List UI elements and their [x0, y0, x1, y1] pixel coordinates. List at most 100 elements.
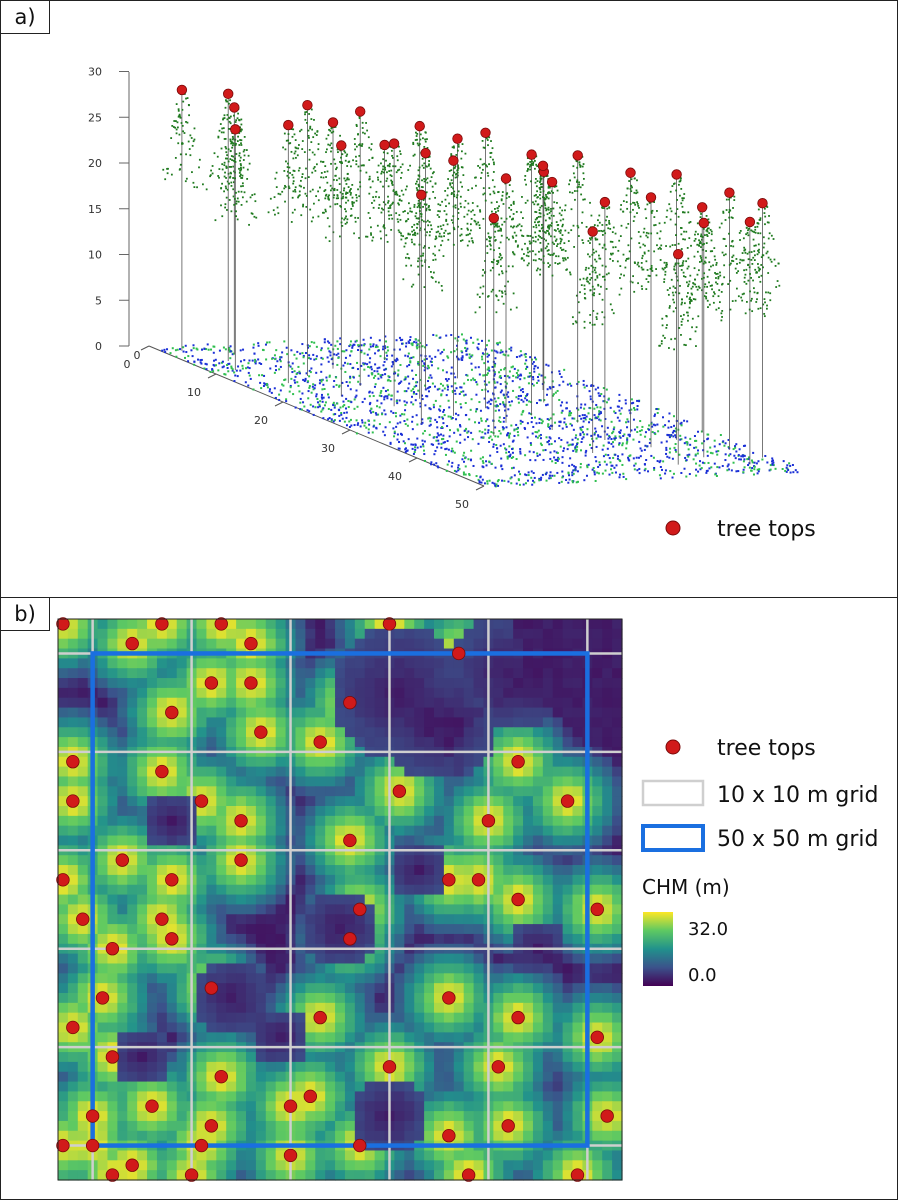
- tree-crown-points: [629, 199, 673, 296]
- tree-top-marker: [95, 991, 110, 1005]
- tree-top-marker: [176, 84, 188, 96]
- z-tick-label: 5: [95, 294, 102, 307]
- tree-top-marker: [560, 794, 575, 808]
- tree-top-marker: [481, 814, 496, 828]
- tree-top-marker: [379, 139, 390, 151]
- z-tick-label: 10: [88, 249, 102, 262]
- tree-top-marker: [56, 617, 70, 631]
- tree-top-marker: [452, 646, 466, 661]
- tree-crown-points: [729, 222, 772, 318]
- tree-top-marker: [105, 1168, 120, 1182]
- tree-crown-points: [402, 194, 444, 292]
- tree-top-marker: [76, 912, 90, 926]
- tree-top-marker: [194, 794, 209, 808]
- tree-top-marker: [302, 99, 313, 111]
- tree-top-marker: [204, 676, 219, 690]
- tree-crown-points: [371, 144, 416, 242]
- tree-top-marker: [480, 127, 491, 138]
- tree-top-marker: [155, 617, 169, 631]
- tree-top-marker: [501, 1119, 515, 1133]
- tree-top-marker: [491, 1060, 506, 1074]
- x-tick-mark: [475, 485, 485, 491]
- x-tick-mark: [207, 373, 217, 379]
- tree-top-marker: [283, 119, 294, 131]
- tree-top-marker: [511, 892, 525, 907]
- tree-crown-points: [214, 129, 258, 226]
- tree-top-marker: [343, 932, 357, 946]
- map-frame: [57, 618, 623, 1181]
- tree-crown-points: [571, 230, 615, 329]
- tree-top-marker: [313, 735, 327, 749]
- tree-crown-points: [535, 181, 572, 277]
- tree-top-marker: [461, 1168, 476, 1182]
- tree-top-marker: [244, 636, 258, 651]
- tree-crown-points: [708, 193, 750, 292]
- tree-top-marker: [230, 124, 241, 135]
- x-tick-label: 50: [455, 498, 469, 511]
- tree-top-marker: [355, 106, 366, 117]
- tree-crown-points: [680, 210, 723, 306]
- tree-crown-points: [583, 206, 625, 301]
- x-tick-label: 20: [254, 414, 268, 427]
- panel-a: a) 0 5 10 15 20 25 30 0 10 20 30 40 50 0 tree tops: [0, 0, 898, 598]
- tree-top-marker: [500, 173, 512, 184]
- tree-top-marker: [56, 873, 70, 887]
- tree-top-marker: [214, 1069, 228, 1084]
- tree-top-marker: [115, 853, 130, 867]
- tree-top-marker: [471, 873, 486, 887]
- tree-top-marker: [442, 873, 456, 887]
- legend-item-label: tree tops: [717, 736, 816, 761]
- tree-top-marker: [254, 725, 268, 739]
- tree-top-marker: [145, 1099, 159, 1113]
- colorbar-min-label: 0.0: [688, 965, 717, 986]
- tree-top-marker: [537, 160, 549, 172]
- tree-top-marker: [511, 1010, 525, 1025]
- tree-top-marker: [645, 192, 657, 203]
- x-tick-mark: [341, 429, 351, 435]
- tree-crown-points: [267, 128, 313, 223]
- tree-top-marker: [671, 169, 682, 180]
- tree-top-marker: [165, 932, 179, 946]
- panel-a-label: a): [1, 1, 50, 34]
- tree-top-marker: [382, 1060, 397, 1074]
- legend-tree-top-marker: [665, 739, 681, 755]
- tree-top-marker: [105, 942, 120, 956]
- tree-top-marker: [165, 705, 179, 720]
- tree-top-marker: [587, 226, 598, 237]
- z-tick-label: 15: [88, 203, 102, 216]
- tree-top-marker: [214, 617, 228, 631]
- tree-top-marker: [697, 202, 708, 213]
- legend-tree-top-marker: [665, 520, 681, 536]
- tree-top-marker: [488, 212, 500, 224]
- tree-top-marker: [222, 88, 234, 100]
- tree-top-marker: [125, 636, 139, 651]
- z-tick-label: 30: [88, 66, 102, 79]
- tree-top-marker: [155, 912, 169, 926]
- legend: tree tops 10 x 10 m grid 50 x 50 m grid CHM…: [641, 736, 879, 986]
- tree-top-marker: [327, 117, 339, 128]
- legend-grid-10m-swatch: [641, 779, 705, 807]
- tree-top-marker: [303, 1089, 318, 1104]
- tree-top-marker: [452, 133, 463, 144]
- grid-50m-box: [90, 651, 590, 1148]
- tree-top-marker: [283, 1099, 298, 1113]
- colorbar: [643, 912, 673, 986]
- tree-top-marker: [155, 764, 169, 779]
- tree-crown-points: [365, 145, 408, 243]
- tree-crown-points: [741, 202, 781, 300]
- ground-points: [161, 333, 799, 488]
- tree-top-marker: [336, 140, 347, 151]
- tree-top-marker: [343, 695, 357, 710]
- tree-top-marker: [572, 150, 583, 161]
- tree-top-marker: [204, 1119, 219, 1133]
- tree-top-marker: [600, 1109, 614, 1123]
- legend-grid-50m-swatch: [641, 824, 705, 852]
- tree-crown-points: [471, 133, 505, 229]
- tree-top-marker: [744, 216, 756, 228]
- tree-crown-points: [490, 179, 529, 273]
- tree-top-marker: [757, 198, 768, 209]
- chm-chart: tree tops 10 x 10 m grid 50 x 50 m grid CHM…: [56, 617, 879, 1182]
- tree-top-marker: [353, 1138, 367, 1153]
- tree-top-marker: [244, 676, 258, 690]
- tree-crown-points: [434, 160, 474, 257]
